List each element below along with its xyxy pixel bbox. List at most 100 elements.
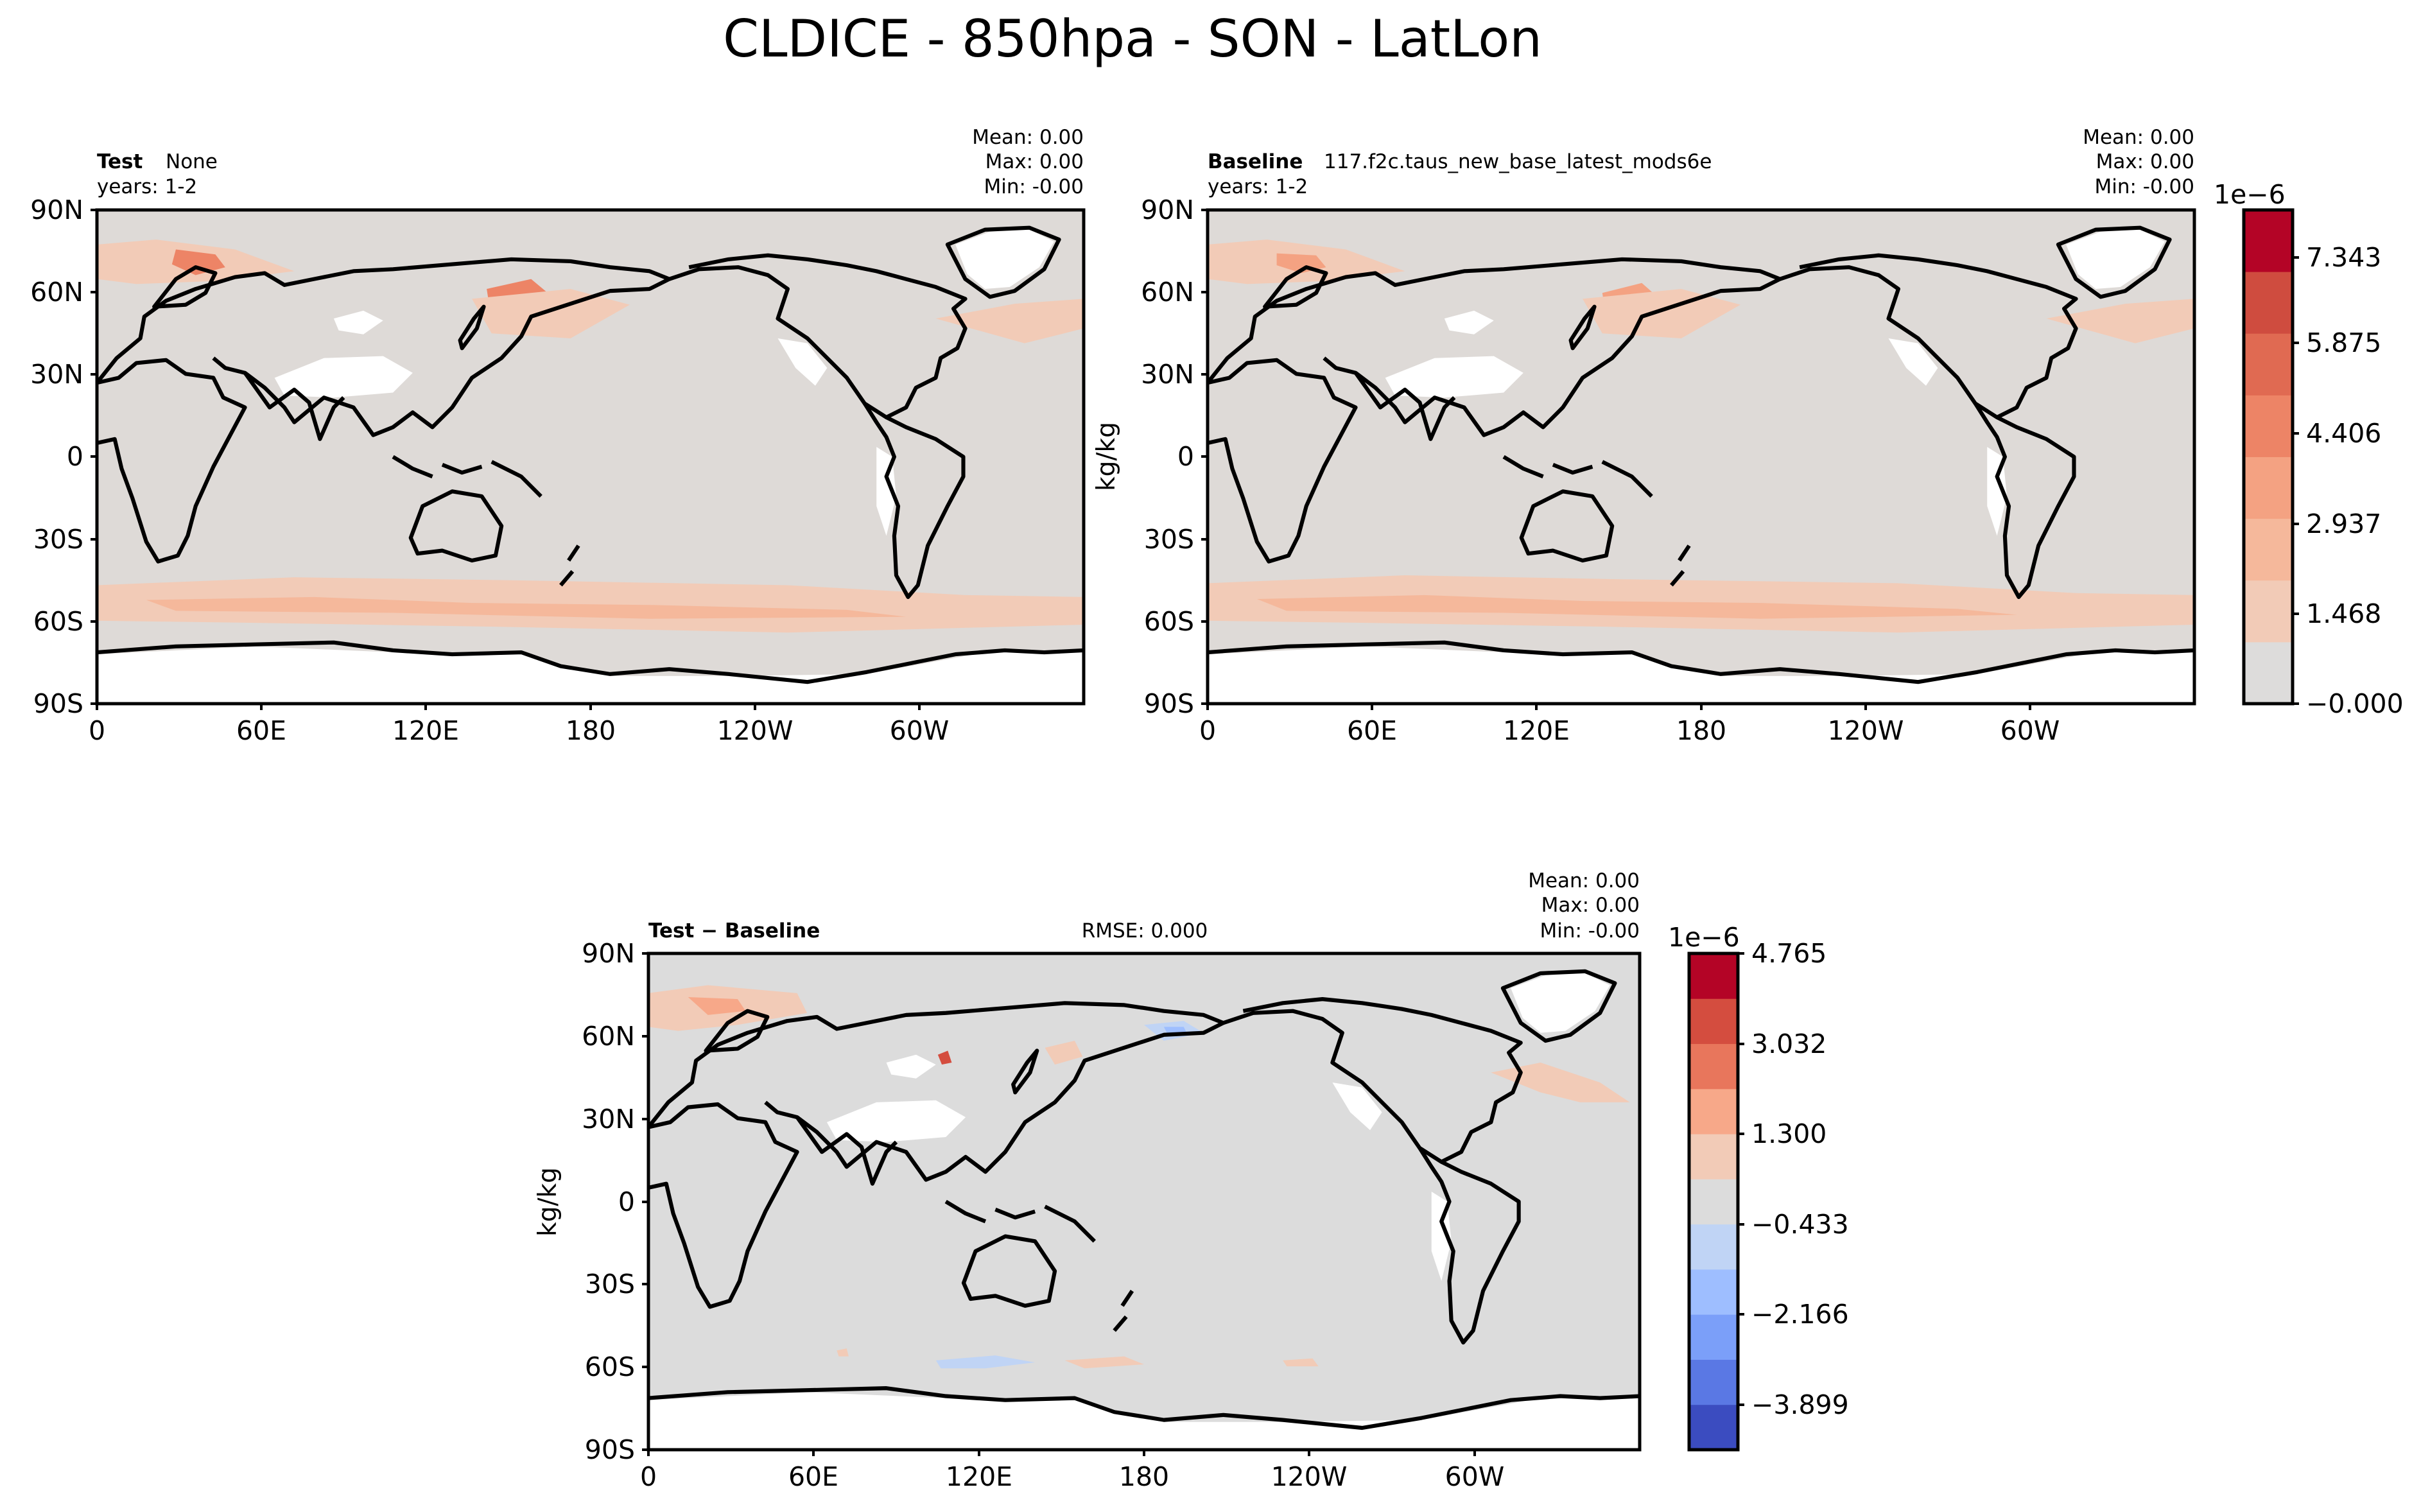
test-x-ticks: 0 60E 120E 180 120W 60W bbox=[89, 704, 949, 746]
baseline-ytick-30s: 30S bbox=[1144, 524, 1194, 555]
baseline-xtick-120e: 120E bbox=[1503, 715, 1570, 746]
baseline-name-label: Baseline bbox=[1208, 150, 1303, 173]
bottom-colorbar-segment-8 bbox=[1689, 1043, 1738, 1090]
top-colorbar-segment-5 bbox=[2244, 333, 2293, 395]
diff-southern-positive-c bbox=[837, 1348, 849, 1357]
bottom-colorbar-segment-0 bbox=[1689, 1404, 1738, 1450]
bottom-cb-tick-neg3899: −3.899 bbox=[1751, 1389, 1849, 1420]
test-antarctic-missing bbox=[97, 646, 1084, 704]
bottom-colorbar-segment-1 bbox=[1689, 1359, 1738, 1405]
test-ytick-0: 0 bbox=[67, 441, 83, 472]
baseline-mongolia-missing bbox=[1444, 310, 1494, 335]
top-colorbar-segment-1 bbox=[2244, 580, 2293, 643]
baseline-xtick-60e: 60E bbox=[1347, 715, 1397, 746]
baseline-x-ticks: 0 60E 120E 180 120W 60W bbox=[1199, 704, 2060, 746]
baseline-xtick-120w: 120W bbox=[1828, 715, 1904, 746]
diff-mongolia-max bbox=[937, 1050, 952, 1065]
bottom-cb-tick-neg2166: −2.166 bbox=[1751, 1299, 1849, 1330]
diff-mean: Mean: 0.00 bbox=[1528, 869, 1640, 892]
test-xtick-0: 0 bbox=[89, 715, 105, 746]
test-map-background bbox=[97, 210, 1084, 704]
diff-ytick-30s: 30S bbox=[585, 1269, 635, 1299]
baseline-mean: Mean: 0.00 bbox=[2083, 126, 2194, 149]
top-colorbar-segment-2 bbox=[2244, 518, 2293, 581]
bottom-colorbar-segments bbox=[1689, 953, 1738, 1450]
test-xtick-60w: 60W bbox=[890, 715, 950, 746]
test-name-value: None bbox=[166, 150, 218, 173]
baseline-map-background bbox=[1208, 210, 2194, 704]
diff-greenland-positive bbox=[1491, 1063, 1630, 1102]
diff-southern-positive-a bbox=[1064, 1356, 1144, 1369]
figure-title: CLDICE - 850hpa - SON - LatLon bbox=[723, 9, 1542, 69]
top-colorbar-segment-4 bbox=[2244, 395, 2293, 457]
diff-xtick-120e: 120E bbox=[946, 1461, 1012, 1492]
top-colorbar-segment-0 bbox=[2244, 641, 2293, 704]
diff-max: Max: 0.00 bbox=[1541, 894, 1640, 917]
diff-xtick-60e: 60E bbox=[788, 1461, 838, 1492]
diff-ytick-90n: 90N bbox=[582, 938, 635, 969]
bottom-colorbar-frame bbox=[1687, 952, 1740, 1452]
bottom-colorbar-segment-2 bbox=[1689, 1314, 1738, 1360]
baseline-map bbox=[1208, 208, 2194, 706]
test-mongolia-missing bbox=[333, 310, 383, 335]
baseline-ytick-60n: 60N bbox=[1141, 277, 1194, 308]
baseline-ytick-90n: 90N bbox=[1141, 195, 1194, 225]
diff-southern-positive-b bbox=[1283, 1358, 1319, 1367]
diff-y-ticks: 90N 60N 30N 0 30S 60S 90S bbox=[582, 938, 648, 1465]
baseline-field-shading bbox=[1208, 228, 2194, 704]
test-field-shading bbox=[97, 228, 1084, 704]
diff-arctic-positive-core bbox=[688, 997, 746, 1015]
test-xtick-60e: 60E bbox=[236, 715, 286, 746]
bottom-colorbar-ticks: 4.765 3.032 1.300 −0.433 −2.166 −3.899 bbox=[1738, 938, 1849, 1420]
bottom-colorbar-segment-7 bbox=[1689, 1088, 1738, 1134]
test-name-label: Test bbox=[97, 150, 143, 173]
diff-map bbox=[648, 952, 1640, 1452]
test-mean: Mean: 0.00 bbox=[972, 126, 1084, 149]
top-cb-tick-2937: 2.937 bbox=[2306, 508, 2381, 539]
bottom-colorbar-segment-6 bbox=[1689, 1134, 1738, 1179]
diff-antarctic-missing bbox=[648, 1392, 1640, 1450]
diff-tibet-missing bbox=[826, 1100, 966, 1142]
top-colorbar: 1e−6 7.343 5.875 4.406 2.937 1.468 −0.00… bbox=[2214, 179, 2404, 719]
top-colorbar-segment-6 bbox=[2244, 272, 2293, 334]
diff-rmse: RMSE: 0.000 bbox=[1082, 919, 1208, 943]
diff-xtick-180: 180 bbox=[1119, 1461, 1169, 1492]
top-colorbar-ticks: 7.343 5.875 4.406 2.937 1.468 −0.000 bbox=[2293, 242, 2404, 719]
bottom-colorbar-segment-10 bbox=[1689, 953, 1738, 999]
diff-min: Min: -0.00 bbox=[1540, 919, 1640, 943]
diff-rockies-missing bbox=[1332, 1082, 1382, 1131]
test-ytick-30s: 30S bbox=[33, 524, 83, 555]
baseline-tibet-missing bbox=[1385, 356, 1523, 398]
bottom-colorbar-segment-4 bbox=[1689, 1224, 1738, 1270]
test-rockies-missing bbox=[777, 338, 828, 386]
test-panel: Test None years: 1-2 Mean: 0.00 Max: 0.0… bbox=[30, 126, 1084, 746]
baseline-min: Min: -0.00 bbox=[2094, 175, 2194, 198]
top-colorbar-segments bbox=[2244, 210, 2293, 704]
baseline-ytick-0: 0 bbox=[1177, 441, 1194, 472]
baseline-xtick-0: 0 bbox=[1199, 715, 1216, 746]
test-xtick-120e: 120E bbox=[392, 715, 459, 746]
baseline-max: Max: 0.00 bbox=[2096, 150, 2194, 173]
test-map bbox=[97, 208, 1084, 706]
bottom-colorbar: 1e−6 4.765 3.032 1.300 −0.433 −2.166 −3.… bbox=[1668, 922, 1849, 1452]
baseline-rockies-missing bbox=[1888, 338, 1938, 386]
baseline-southern-core bbox=[1256, 595, 2017, 619]
bottom-cb-tick-3032: 3.032 bbox=[1751, 1029, 1827, 1059]
test-min: Min: -0.00 bbox=[984, 175, 1084, 198]
baseline-antarctic-missing bbox=[1208, 646, 2194, 704]
baseline-name-value: 117.f2c.taus_new_base_latest_mods6e bbox=[1324, 150, 1712, 173]
test-ytick-60n: 60N bbox=[30, 277, 83, 308]
diff-mongolia-missing bbox=[886, 1054, 936, 1079]
diff-ytick-30n: 30N bbox=[582, 1104, 635, 1134]
test-greenland-missing bbox=[955, 229, 1054, 290]
bottom-colorbar-exponent: 1e−6 bbox=[1668, 922, 1740, 953]
test-atlantic-band bbox=[935, 299, 1084, 343]
diff-ytick-0: 0 bbox=[618, 1186, 635, 1217]
top-cb-tick-5875: 5.875 bbox=[2306, 327, 2381, 358]
baseline-ytick-60s: 60S bbox=[1144, 606, 1194, 637]
top-cb-tick-7343: 7.343 bbox=[2306, 242, 2381, 273]
test-nw-pacific bbox=[472, 289, 630, 338]
baseline-ylabel: kg/kg bbox=[1092, 422, 1121, 491]
diff-field-shading bbox=[648, 971, 1640, 1450]
